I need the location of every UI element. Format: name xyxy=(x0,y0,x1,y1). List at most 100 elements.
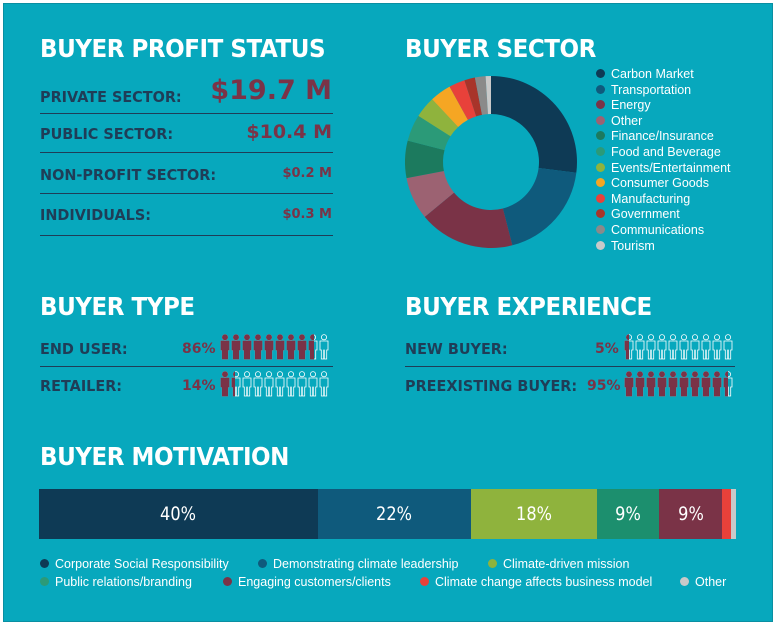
profit-value-nonprofit: $0.2 M xyxy=(282,166,332,181)
legend-swatch xyxy=(596,100,605,110)
legend-label: Manufacturing xyxy=(611,191,691,206)
person-icon xyxy=(701,371,711,397)
motivation-legend-item: Other xyxy=(680,575,726,589)
sector-legend-item: Consumer Goods xyxy=(596,176,709,190)
person-icon xyxy=(231,371,241,397)
person-icon xyxy=(646,334,656,360)
donut-slice-events-entertainment xyxy=(418,99,459,137)
person-icon xyxy=(701,334,711,360)
divider xyxy=(40,366,333,367)
profit-label-nonprofit: NON-PROFIT SECTOR: xyxy=(40,166,217,184)
legend-label: Communications xyxy=(611,223,705,237)
divider xyxy=(40,193,333,194)
person-icon xyxy=(220,371,230,397)
legend-swatch xyxy=(596,193,605,203)
person-icon xyxy=(319,334,329,360)
motivation-segment-label: 18% xyxy=(515,503,552,525)
sector-legend-item: Energy xyxy=(596,98,651,112)
person-icon xyxy=(668,334,678,360)
buyer-experience-title: BUYER EXPERIENCE xyxy=(405,292,652,321)
person-icon xyxy=(264,334,274,360)
motivation-segment-other xyxy=(731,489,736,539)
buyer-type-title: BUYER TYPE xyxy=(40,292,195,321)
donut-slice-consumer-goods xyxy=(432,86,468,128)
buyer-type-label-end-user: END USER: xyxy=(40,340,128,358)
legend-label: Engaging customers/clients xyxy=(238,575,391,589)
legend-swatch xyxy=(596,69,605,78)
legend-label: Energy xyxy=(611,98,651,113)
legend-swatch xyxy=(596,162,605,172)
divider xyxy=(405,366,735,367)
person-icon xyxy=(712,334,722,360)
legend-swatch xyxy=(40,559,49,568)
people-bar-preexisting-buyer xyxy=(624,371,733,397)
sector-legend-item: Tourism xyxy=(596,239,655,253)
donut-slice-tourism xyxy=(485,76,491,115)
motivation-stacked-bar: 40% 22% 18% 9% 9% xyxy=(39,489,736,539)
person-icon xyxy=(297,371,307,397)
person-icon xyxy=(275,371,285,397)
sector-legend-item: Communications xyxy=(596,223,704,237)
person-icon xyxy=(308,371,318,397)
legend-swatch xyxy=(596,115,605,125)
person-icon xyxy=(624,371,634,397)
person-icon xyxy=(657,371,667,397)
motivation-legend-item: Engaging customers/clients xyxy=(223,575,391,589)
legend-swatch xyxy=(420,577,429,586)
legend-swatch xyxy=(680,577,689,586)
motivation-segment-climate-change-affects-business-model xyxy=(722,489,732,539)
person-icon xyxy=(275,334,285,360)
person-icon xyxy=(690,334,700,360)
person-icon xyxy=(297,334,307,360)
buyer-type-pct-end-user: 86% xyxy=(182,341,216,357)
motivation-segment-public-relations-branding xyxy=(596,489,660,539)
motivation-segment-label: 22% xyxy=(376,503,413,525)
legend-label: Public relations/branding xyxy=(55,575,192,589)
donut-slice-energy xyxy=(424,192,513,249)
person-icon xyxy=(668,371,678,397)
sector-legend-item: Government xyxy=(596,207,680,221)
donut-slice-other xyxy=(406,170,455,217)
donut-slice-transportation xyxy=(502,168,577,246)
profit-value-public: $10.4 M xyxy=(246,121,332,143)
person-icon xyxy=(253,371,263,397)
sector-title: BUYER SECTOR xyxy=(405,34,596,63)
divider xyxy=(40,113,333,114)
motivation-segment-corporate-social-responsibility xyxy=(39,489,318,539)
legend-swatch xyxy=(596,225,605,234)
person-icon xyxy=(286,334,296,360)
motivation-legend-item: Climate change affects business model xyxy=(420,575,652,589)
legend-swatch xyxy=(40,577,49,586)
legend-swatch xyxy=(223,577,232,586)
person-icon xyxy=(723,371,733,397)
donut-slice-food-and-beverage xyxy=(407,115,451,151)
legend-label: Consumer Goods xyxy=(611,176,709,191)
profit-value-private: $19.7 M xyxy=(210,75,332,106)
people-bar-new-buyer xyxy=(624,334,733,360)
motivation-legend-item: Corporate Social Responsibility xyxy=(40,557,229,571)
legend-label: Climate change affects business model xyxy=(435,575,653,589)
legend-label: Finance/Insurance xyxy=(611,129,714,144)
person-icon xyxy=(679,334,689,360)
profit-label-individuals: INDIVIDUALS: xyxy=(40,206,152,224)
buyer-exp-pct-new: 5% xyxy=(595,341,619,357)
motivation-segment-label: 9% xyxy=(615,503,641,525)
sector-legend-item: Finance/Insurance xyxy=(596,129,714,143)
person-icon xyxy=(319,371,329,397)
motivation-segment-climate-driven-mission xyxy=(471,489,597,539)
legend-label: Transportation xyxy=(611,82,692,97)
person-icon xyxy=(690,371,700,397)
motivation-segment-label: 9% xyxy=(677,503,704,525)
legend-label: Government xyxy=(611,207,680,222)
legend-label: Climate-driven mission xyxy=(503,557,630,571)
legend-swatch xyxy=(488,559,497,568)
person-icon xyxy=(624,334,634,360)
person-icon xyxy=(231,334,241,360)
legend-label: Other xyxy=(611,113,643,128)
legend-swatch xyxy=(596,209,605,219)
buyer-exp-pct-preexisting: 95% xyxy=(587,378,621,394)
person-icon xyxy=(723,334,733,360)
motivation-segment-label: 40% xyxy=(160,503,197,525)
motivation-legend-item: Public relations/branding xyxy=(40,575,192,589)
sector-legend-item: Other xyxy=(596,114,642,128)
